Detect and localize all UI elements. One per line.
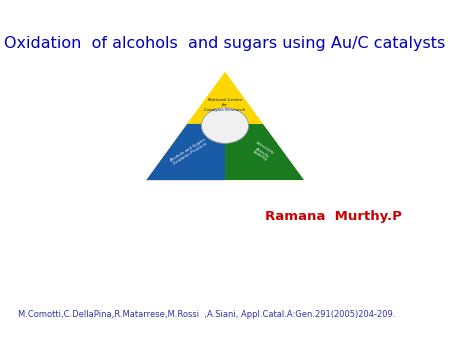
Text: Oxidation  of alcohols  and sugars using Au/C catalysts: Oxidation of alcohols and sugars using A…	[4, 37, 446, 51]
Polygon shape	[146, 72, 304, 180]
Text: Ramana  Murthy.P: Ramana Murthy.P	[265, 210, 401, 223]
Circle shape	[202, 108, 248, 143]
Text: Selectivity
Activity
Stability: Selectivity Activity Stability	[250, 141, 275, 163]
Polygon shape	[187, 72, 263, 124]
Text: National Centre
for
Catalysis Research: National Centre for Catalysis Research	[204, 98, 246, 112]
Polygon shape	[146, 124, 225, 180]
Polygon shape	[225, 124, 304, 180]
Text: Alcohols and Sugars
Oxidation Products: Alcohols and Sugars Oxidation Products	[169, 137, 209, 167]
Text: M.Comotti,C.DellaPina,R.Matarrese,M.Rossi  ,A.Siani, Appl.Catal.A:Gen.291(2005)2: M.Comotti,C.DellaPina,R.Matarrese,M.Ross…	[18, 310, 396, 319]
